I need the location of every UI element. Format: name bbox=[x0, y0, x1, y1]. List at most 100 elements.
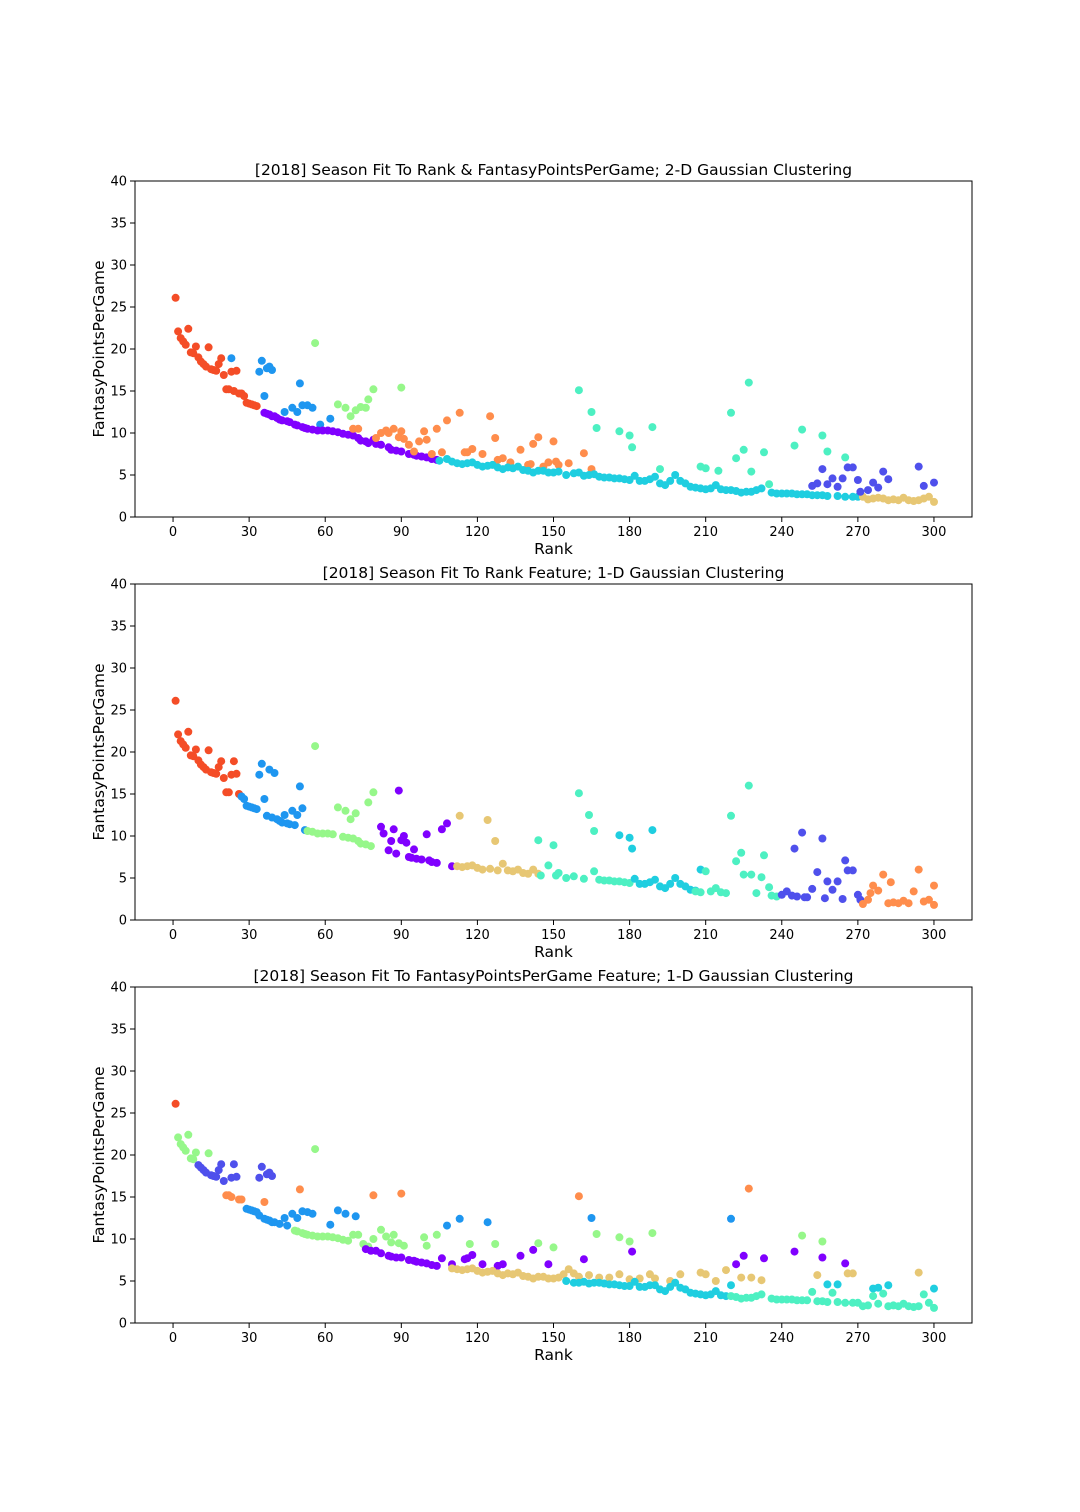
data-point bbox=[326, 414, 335, 423]
data-point bbox=[818, 834, 827, 843]
data-point bbox=[676, 1270, 685, 1279]
data-point bbox=[574, 1192, 583, 1201]
data-point bbox=[308, 403, 317, 412]
data-point bbox=[191, 1148, 200, 1157]
data-point bbox=[181, 340, 190, 349]
data-point bbox=[212, 769, 221, 778]
data-point bbox=[227, 1193, 236, 1201]
data-point bbox=[544, 1260, 553, 1269]
data-point bbox=[455, 1214, 464, 1223]
y-tick-label: 0 bbox=[119, 511, 127, 526]
data-point bbox=[219, 1177, 228, 1185]
data-point bbox=[714, 466, 723, 475]
data-point bbox=[372, 434, 380, 442]
data-point bbox=[295, 1185, 304, 1194]
data-point bbox=[828, 885, 837, 894]
data-point bbox=[227, 354, 236, 363]
x-tick-label: 0 bbox=[169, 525, 177, 540]
x-tick-label: 90 bbox=[393, 525, 410, 540]
data-point bbox=[605, 1273, 614, 1282]
data-point bbox=[914, 462, 923, 471]
data-point bbox=[354, 1230, 363, 1239]
data-point bbox=[402, 838, 411, 847]
data-point bbox=[232, 1172, 241, 1181]
x-tick-label: 120 bbox=[465, 525, 490, 540]
data-point bbox=[592, 424, 601, 432]
data-point bbox=[879, 467, 888, 476]
data-point bbox=[427, 450, 436, 458]
data-point bbox=[377, 1249, 385, 1258]
data-point bbox=[293, 1214, 302, 1222]
y-tick-label: 20 bbox=[110, 1149, 127, 1164]
x-tick-label: 30 bbox=[241, 928, 258, 943]
data-point bbox=[919, 1290, 928, 1299]
data-point bbox=[387, 1238, 396, 1247]
data-point bbox=[628, 1247, 637, 1256]
data-point bbox=[838, 474, 847, 483]
data-point bbox=[574, 1272, 583, 1281]
data-point bbox=[615, 1233, 624, 1242]
data-point bbox=[364, 798, 373, 807]
data-point bbox=[483, 1218, 492, 1227]
data-point bbox=[435, 456, 444, 465]
y-tick-label: 15 bbox=[110, 1191, 127, 1206]
data-point bbox=[924, 895, 933, 904]
data-point bbox=[544, 861, 553, 870]
data-point bbox=[341, 403, 350, 412]
data-point bbox=[666, 476, 675, 485]
data-point bbox=[914, 1268, 923, 1277]
data-point bbox=[268, 1172, 276, 1180]
data-point bbox=[874, 483, 883, 492]
data-point bbox=[808, 884, 817, 893]
data-point bbox=[823, 1280, 832, 1289]
data-point bbox=[455, 811, 464, 820]
x-tick-label: 30 bbox=[241, 525, 258, 540]
y-tick-label: 0 bbox=[119, 914, 127, 929]
data-point bbox=[437, 448, 446, 457]
data-point bbox=[701, 867, 710, 876]
data-point bbox=[732, 1260, 741, 1269]
data-point bbox=[790, 441, 799, 450]
y-axis-label: FantasyPointsPerGame bbox=[90, 663, 108, 840]
data-point bbox=[564, 459, 573, 468]
data-point bbox=[722, 889, 730, 898]
data-point bbox=[397, 447, 406, 456]
data-point bbox=[491, 1240, 500, 1248]
y-tick-label: 40 bbox=[110, 578, 127, 593]
x-tick-label: 120 bbox=[465, 928, 490, 943]
data-point bbox=[828, 1288, 837, 1297]
data-point bbox=[389, 1230, 398, 1239]
data-point bbox=[422, 435, 431, 444]
data-point bbox=[874, 1299, 883, 1308]
data-point bbox=[823, 877, 832, 886]
data-point bbox=[765, 480, 774, 489]
data-point bbox=[930, 497, 938, 506]
data-point bbox=[399, 832, 408, 840]
y-tick-label: 10 bbox=[110, 830, 127, 845]
data-point bbox=[255, 367, 264, 376]
data-point bbox=[848, 866, 857, 875]
data-point bbox=[268, 366, 276, 374]
data-point bbox=[727, 408, 735, 417]
data-point bbox=[217, 757, 226, 766]
data-point bbox=[455, 408, 464, 417]
data-point bbox=[516, 1251, 525, 1260]
data-point bbox=[432, 424, 441, 433]
data-point bbox=[212, 1172, 221, 1181]
data-point bbox=[628, 844, 637, 853]
data-point bbox=[884, 1281, 893, 1290]
data-point bbox=[404, 440, 413, 449]
data-point bbox=[280, 408, 289, 416]
y-tick-label: 35 bbox=[110, 1023, 127, 1038]
data-point bbox=[397, 1189, 406, 1198]
data-point bbox=[813, 1271, 822, 1280]
data-point bbox=[443, 1221, 451, 1230]
data-point bbox=[181, 743, 190, 752]
data-point bbox=[498, 454, 507, 463]
data-point bbox=[841, 1259, 850, 1268]
x-tick-label: 300 bbox=[922, 1331, 947, 1346]
y-tick-label: 30 bbox=[110, 259, 127, 274]
data-point bbox=[420, 1233, 429, 1242]
data-point bbox=[491, 434, 500, 442]
data-point bbox=[585, 1271, 593, 1280]
